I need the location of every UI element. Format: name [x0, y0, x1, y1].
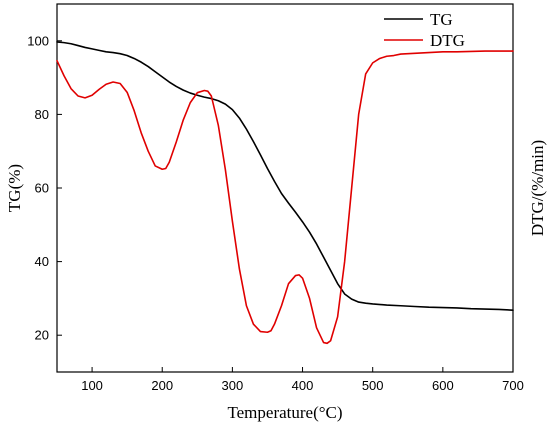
y-tick-label: 100	[27, 33, 49, 48]
series-layer	[56, 41, 514, 345]
x-axis-ticks: 100 200 300 400 500 600 700	[81, 367, 524, 393]
legend: TG DTG	[384, 10, 465, 50]
x-axis-title: Temperature(°C)	[227, 403, 342, 422]
x-tick-label: 400	[292, 378, 314, 393]
tg-curve	[56, 41, 514, 311]
plot-frame	[56, 3, 514, 373]
dtg-curve	[56, 50, 514, 345]
y-axis-ticks: 20 40 60 80 100	[27, 33, 62, 343]
y-axis-title-left: TG(%)	[5, 164, 24, 212]
x-tick-label: 200	[151, 378, 173, 393]
x-tick-label: 500	[362, 378, 384, 393]
y-tick-label: 40	[35, 254, 49, 269]
y-axis-title-right: DTG/(%/min)	[528, 140, 547, 236]
x-tick-label: 700	[502, 378, 524, 393]
legend-tg-label: TG	[430, 10, 453, 29]
x-tick-label: 300	[222, 378, 244, 393]
y-tick-label: 20	[35, 328, 49, 343]
y-tick-label: 80	[35, 107, 49, 122]
y-tick-label: 60	[35, 181, 49, 196]
x-tick-label: 600	[432, 378, 454, 393]
legend-dtg-label: DTG	[430, 31, 465, 50]
x-tick-label: 100	[81, 378, 103, 393]
